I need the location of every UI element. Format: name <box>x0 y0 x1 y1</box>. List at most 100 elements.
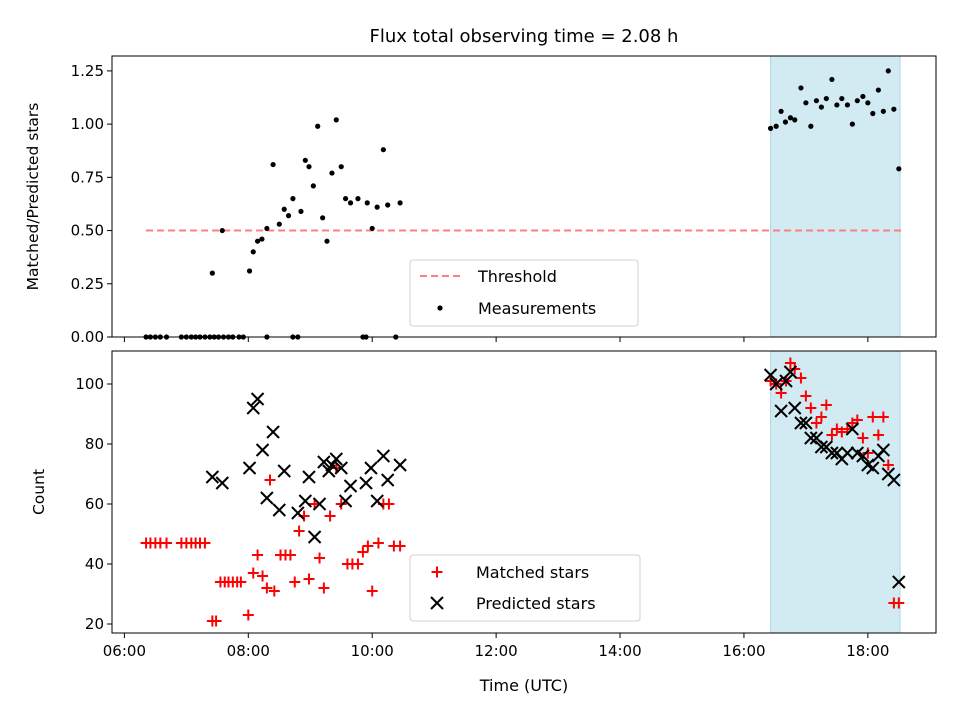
measurement-point <box>347 200 354 206</box>
predicted-star-point <box>325 458 339 472</box>
legend-measurements-swatch <box>437 305 443 311</box>
top-y-tick-label: 0.25 <box>71 275 104 293</box>
matched-star-point <box>264 474 276 486</box>
matched-star-point <box>242 609 254 621</box>
measurement-point <box>250 249 256 255</box>
measurement-point <box>808 123 814 129</box>
bottom-y-tick-label: 20 <box>85 615 104 633</box>
bottom-y-tick-label: 40 <box>85 555 104 573</box>
measurement-point <box>891 106 897 112</box>
top-highlight-span <box>770 55 901 338</box>
measurement-point <box>875 87 881 93</box>
top-y-axis-label: Matched/Predicted stars <box>24 103 42 291</box>
measurement-point <box>896 166 902 172</box>
matched-star-point <box>795 372 807 384</box>
bottom-panel: 20 40 60 80 100 06:00 08:00 10:00 12:00 14:00 16:… <box>30 350 937 695</box>
x-tick-label: 16:00 <box>722 642 765 660</box>
top-legend-box <box>409 259 639 327</box>
predicted-star-point <box>783 365 798 379</box>
bottom-y-tick-label: 80 <box>85 435 104 453</box>
bottom-legend-box <box>409 554 641 622</box>
predicted-star-point <box>343 479 358 493</box>
measurement-point <box>787 115 794 121</box>
predicted-star-point <box>774 404 788 418</box>
predicted-star-point <box>307 530 322 544</box>
measurement-point <box>298 208 304 215</box>
measurement-point <box>259 236 265 242</box>
predicted-star-point <box>799 416 813 430</box>
predicted-star-point <box>250 392 265 406</box>
predicted-star-point <box>255 443 270 457</box>
x-tick-label: 06:00 <box>103 642 146 660</box>
legend-matched-swatch <box>431 566 443 578</box>
predicted-star-point <box>246 401 260 415</box>
bottom-y-tick-label: 100 <box>75 375 104 393</box>
predicted-star-point <box>892 575 906 589</box>
predicted-star-point <box>317 455 331 469</box>
predicted-star-point <box>769 377 783 391</box>
matched-star-point <box>366 585 378 597</box>
measurement-point <box>844 102 851 108</box>
x-tick-label: 14:00 <box>598 642 641 660</box>
measurement-point <box>880 108 886 114</box>
measurement-point <box>885 68 891 74</box>
measurement-point <box>374 204 380 210</box>
measurement-point <box>865 100 871 106</box>
matched-star-point <box>800 390 812 402</box>
matched-star-point <box>199 537 211 549</box>
x-tick-label: 10:00 <box>351 642 394 660</box>
predicted-star-point <box>260 491 274 505</box>
predicted-star-point <box>779 374 793 388</box>
measurement-point <box>338 164 344 170</box>
measurement-point <box>264 225 270 232</box>
predicted-star-point <box>866 461 880 475</box>
legend-measurements-label: Measurements <box>478 299 596 318</box>
measurement-point <box>823 95 829 102</box>
predicted-star-point <box>814 440 829 454</box>
x-axis-label: Time (UTC) <box>479 676 568 695</box>
measurement-point <box>854 98 860 104</box>
measurement-point <box>860 93 866 100</box>
predicted-star-point <box>376 449 391 463</box>
matched-star-point <box>857 432 869 444</box>
matched-star-point <box>877 411 889 423</box>
top-y-tick-label: 0.75 <box>71 168 104 186</box>
matched-star-point <box>826 429 838 441</box>
matched-star-point <box>836 426 848 438</box>
matched-star-point <box>293 525 305 537</box>
matched-star-point <box>805 402 817 414</box>
measurement-point <box>380 147 386 153</box>
measurement-point <box>355 196 361 202</box>
top-y-tick-label: 1.00 <box>71 115 104 133</box>
measurement-point <box>782 119 789 125</box>
matched-star-point <box>303 573 315 585</box>
legend-predicted-label: Predicted stars <box>476 594 596 613</box>
measurement-point <box>290 196 296 202</box>
measurement-point <box>834 102 840 108</box>
measurement-point <box>276 221 282 227</box>
matched-star-point <box>372 537 384 549</box>
predicted-star-point <box>364 461 378 475</box>
matched-star-point <box>383 498 395 510</box>
measurement-point <box>302 157 308 163</box>
measurement-point <box>829 76 835 83</box>
predicted-star-point <box>788 401 802 415</box>
predicted-star-point <box>876 443 891 457</box>
matched-star-point <box>284 549 296 561</box>
measurement-point <box>385 202 391 208</box>
legend-threshold-label: Threshold <box>477 267 557 286</box>
measurement-point <box>849 121 855 127</box>
measurement-point <box>839 95 845 102</box>
legend-predicted-swatch <box>430 596 444 610</box>
top-y-tick-label: 0.00 <box>71 328 104 346</box>
matched-star-point <box>867 411 879 423</box>
chart-title: Flux total observing time = 2.08 h <box>370 26 679 47</box>
predicted-star-point <box>334 461 348 475</box>
legend-matched-marker <box>431 566 443 578</box>
matched-star-point <box>247 567 259 579</box>
measurement-point <box>778 108 784 114</box>
matched-star-point <box>261 582 273 594</box>
predicted-star-point <box>393 458 407 472</box>
predicted-star-point <box>338 494 353 508</box>
